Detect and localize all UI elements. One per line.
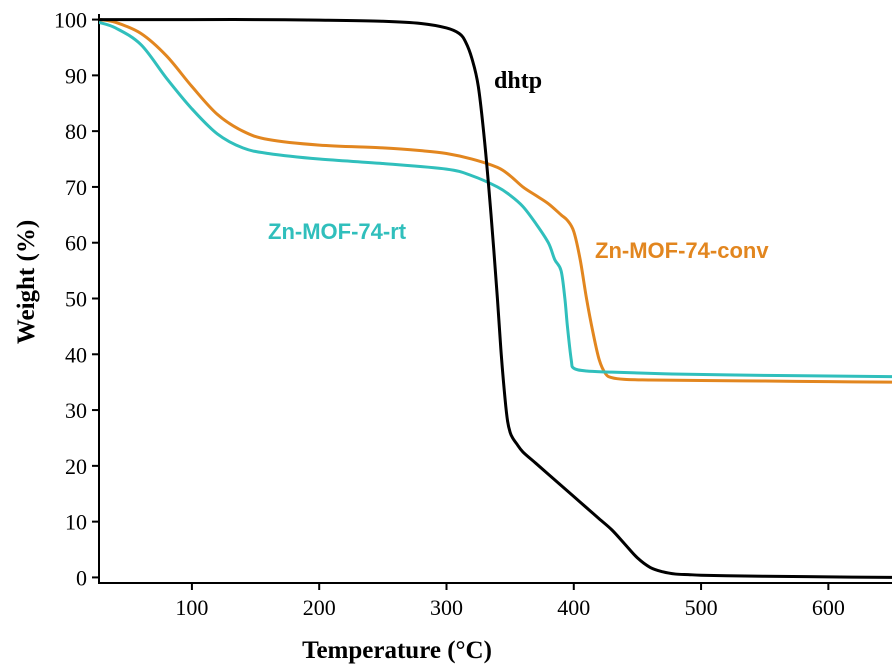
x-tick-label: 200 bbox=[303, 595, 336, 620]
y-tick-label: 40 bbox=[65, 342, 87, 367]
y-tick-label: 20 bbox=[65, 454, 87, 479]
y-tick-label: 30 bbox=[65, 398, 87, 423]
series-line-zn-mof-74-rt bbox=[99, 20, 892, 379]
y-tick-label: 100 bbox=[54, 8, 87, 33]
y-axis-title: Weight (%) bbox=[13, 220, 40, 344]
y-tick-label: 90 bbox=[65, 63, 87, 88]
y-tick-label: 0 bbox=[76, 565, 87, 590]
x-axis-title: Temperature (°C) bbox=[302, 637, 492, 664]
y-tick-label: 60 bbox=[65, 231, 87, 256]
annotation-dhtp: dhtp bbox=[494, 68, 542, 94]
y-tick-label: 50 bbox=[65, 287, 87, 312]
x-tick-label: 100 bbox=[175, 595, 208, 620]
annotation-zn-mof-74-conv: Zn-MOF-74-conv bbox=[595, 238, 769, 263]
series-line-zn-mof-74-conv bbox=[99, 18, 892, 384]
annotation-zn-mof-74-rt: Zn-MOF-74-rt bbox=[268, 219, 407, 244]
y-tick-label: 80 bbox=[65, 119, 87, 144]
y-tick-label: 10 bbox=[65, 510, 87, 535]
x-tick-label: 500 bbox=[685, 595, 718, 620]
series-line-dhtp bbox=[99, 18, 892, 579]
x-tick-label: 600 bbox=[812, 595, 845, 620]
x-tick-label: 400 bbox=[557, 595, 590, 620]
x-tick-label: 300 bbox=[430, 595, 463, 620]
y-tick-label: 70 bbox=[65, 175, 87, 200]
